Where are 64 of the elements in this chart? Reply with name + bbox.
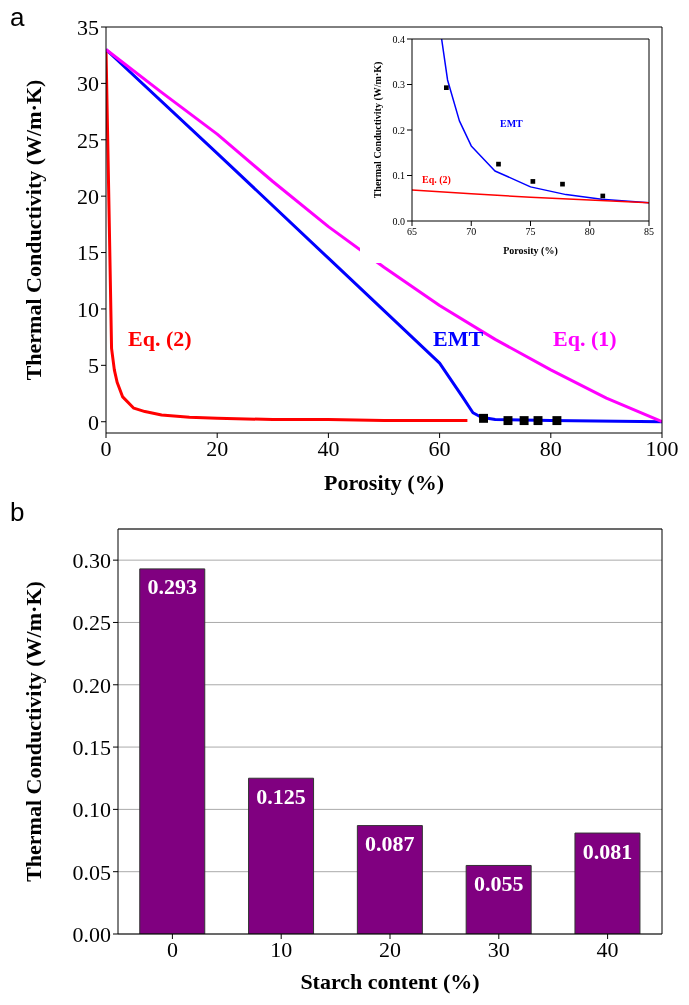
data-label: 0.293 (147, 574, 198, 600)
line-series (106, 48, 662, 424)
x-tick-label: 80 (584, 226, 595, 238)
y-tick-label: 0.25 (72, 610, 111, 636)
series-label: Eq. (2) (422, 174, 451, 185)
series-label: Eq. (1) (553, 326, 617, 352)
y-tick-label: 0.2 (392, 124, 405, 136)
x-tick-label: 0 (166, 936, 178, 962)
data-label: 0.087 (365, 831, 415, 857)
y-tick-label: 0.1 (392, 170, 405, 182)
point (444, 85, 449, 91)
x-tick-label: 10 (270, 936, 293, 962)
point (600, 193, 606, 199)
x-tick-label: 85 (644, 226, 654, 238)
y-axis-title: Thermal Conductivity (W/m·K) (20, 79, 46, 381)
y-tick-label: 25 (77, 127, 99, 153)
y-tick-label: 0.0 (392, 215, 405, 227)
series-label: Eq. (2) (128, 326, 192, 352)
y-tick-label: 35 (77, 14, 99, 40)
series-label: EMT (433, 326, 484, 352)
x-axis-title: Porosity (%) (324, 470, 444, 495)
y-tick-label: 10 (77, 296, 99, 322)
data-label: 0.055 (473, 871, 524, 897)
bar (574, 832, 641, 934)
x-axis-title: Starch content (%) (300, 969, 480, 994)
point (530, 179, 536, 184)
x-tick-label: 40 (317, 435, 340, 461)
y-axis-title: Thermal Conductivity (W/m·K) (371, 61, 384, 199)
x-tick-label: 30 (487, 936, 510, 962)
data-label: 0.081 (582, 838, 633, 864)
y-tick-label: 0.3 (392, 79, 405, 91)
data-label: 0.125 (256, 783, 306, 809)
x-axis-title: Porosity (%) (503, 245, 558, 257)
y-tick-label: 0.15 (72, 734, 111, 760)
point (496, 161, 501, 167)
x-tick-label: 70 (466, 226, 477, 238)
y-tick-label: 5 (88, 353, 99, 379)
y-tick-label: 0 (88, 409, 99, 435)
x-tick-label: 100 (645, 435, 679, 461)
line-series (412, 189, 649, 204)
point (560, 181, 565, 187)
bar (356, 825, 423, 934)
y-tick-label: 0.10 (72, 797, 111, 823)
text: EMT (500, 118, 523, 129)
y-tick-label: 0.05 (72, 859, 111, 885)
y-tick-label: 0.20 (72, 672, 111, 698)
chart-title: b (10, 497, 25, 528)
bar (465, 864, 532, 934)
y-tick-label: 15 (77, 240, 99, 266)
bar (248, 777, 315, 934)
x-tick-label: 40 (596, 936, 619, 962)
y-tick-label: 30 (77, 71, 99, 97)
chart-title: a (10, 2, 25, 33)
x-tick-label: 20 (206, 435, 229, 461)
y-tick-label: 0.4 (392, 33, 405, 45)
bar (139, 568, 206, 934)
y-tick-label: 0.00 (72, 921, 111, 947)
x-tick-label: 75 (525, 226, 536, 238)
y-tick-label: 0.30 (72, 547, 111, 573)
y-axis-title: Thermal Conductivity (W/m·K) (20, 581, 46, 882)
y-tick-label: 20 (77, 183, 99, 209)
x-tick-label: 80 (539, 435, 562, 461)
x-tick-label: 60 (428, 435, 451, 461)
x-tick-label: 65 (407, 226, 417, 238)
